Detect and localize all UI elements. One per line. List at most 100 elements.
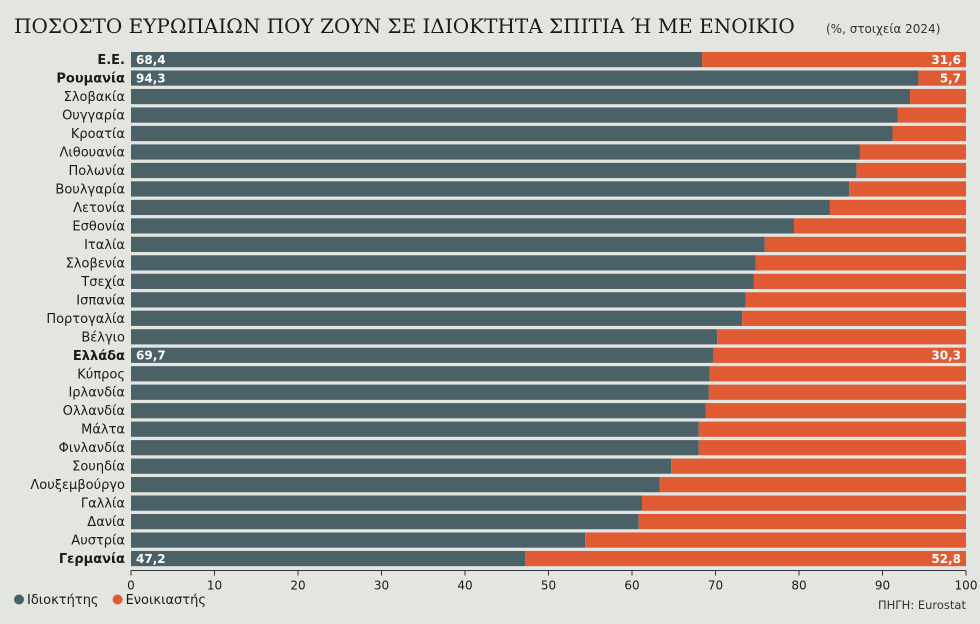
category-label-γερμανία: Γερμανία: [59, 552, 125, 567]
bar-renter-τσεχία: [753, 273, 966, 289]
bar-owner-σλοβενία: [131, 255, 756, 271]
category-label-ιρλανδία: Ιρλανδία: [68, 386, 125, 401]
category-label-σλοβακία: Σλοβακία: [64, 90, 125, 105]
category-label-γαλλία: Γαλλία: [81, 497, 125, 512]
data-label-owner-ρουμανία: 94,3: [136, 71, 166, 85]
bar-owner-γερμανία: [131, 550, 526, 567]
bar-owner-ρουμανία: [131, 70, 919, 86]
chart-subtitle: (%, στοιχεία 2024): [826, 22, 940, 36]
bar-owner-εσθονία: [131, 218, 794, 234]
category-label-λετονία: Λετονία: [73, 201, 125, 216]
category-label-ρουμανία: Ρουμανία: [56, 72, 125, 87]
bar-renter-δανία: [638, 514, 966, 530]
category-label-λιθουανία: Λιθουανία: [59, 146, 125, 161]
bar-renter-ιταλία: [764, 236, 966, 252]
bar-renter-πολωνία: [856, 162, 966, 179]
source-note: ΠΗΓΗ: Eurostat: [878, 598, 966, 612]
bars-layer: [131, 52, 966, 567]
x-tick-label: 10: [207, 578, 222, 592]
category-label-εσθονία: Εσθονία: [72, 219, 125, 234]
category-label-ιταλία: Ιταλία: [84, 238, 125, 253]
data-label-renter-γερμανία: 52,8: [931, 552, 961, 566]
x-tick-label: 20: [290, 578, 305, 592]
bar-renter-μάλτα: [698, 421, 966, 437]
x-tick-label: 50: [541, 578, 556, 592]
legend: Ιδιοκτήτης Ενοικιαστής: [14, 593, 206, 608]
chart-title: ΠΟΣΟΣΤΟ ΕΥΡΩΠΑΙΩΝ ΠΟΥ ΖΟΥΝ ΣΕ ΙΔΙΟΚΤΗΤΑ …: [14, 14, 795, 38]
bar-owner-κύπρος: [131, 366, 710, 382]
category-label-μάλτα: Μάλτα: [81, 423, 125, 438]
category-label-βουλγαρία: Βουλγαρία: [55, 182, 125, 197]
bar-owner-λετονία: [131, 199, 830, 216]
bar-renter-ισπανία: [745, 292, 966, 308]
x-tick-label: 90: [875, 578, 890, 592]
bar-renter-σουηδία: [671, 458, 966, 474]
category-label-πορτογαλία: Πορτογαλία: [46, 312, 125, 327]
bar-owner-ελλάδα: [131, 347, 713, 363]
x-tick-label: 40: [457, 578, 472, 592]
bar-owner-δανία: [131, 514, 639, 530]
category-label-σλοβενία: Σλοβενία: [66, 256, 125, 271]
bar-renter-ελλάδα: [712, 347, 966, 363]
bar-renter-αυστρία: [585, 532, 966, 548]
category-label-ουγγαρία: Ουγγαρία: [62, 109, 125, 124]
bar-renter-γαλλία: [642, 495, 966, 511]
bar-owner-λιθουανία: [131, 144, 860, 160]
x-tick-label: 30: [374, 578, 389, 592]
x-tick-label: 0: [127, 578, 135, 592]
bar-renter-ρουμανία: [918, 70, 966, 86]
bar-owner-βουλγαρία: [131, 181, 850, 197]
category-label-τσεχία: Τσεχία: [80, 275, 125, 290]
x-axis: 0 10 20 30 40 50 60 70 80 90 100: [127, 569, 978, 592]
legend-swatch-renter: [112, 594, 123, 605]
bar-owner-ισπανία: [131, 292, 746, 308]
bar-owner-ιρλανδία: [131, 384, 709, 400]
bar-renter-ε-ε: [702, 52, 966, 68]
bar-renter-εσθονία: [793, 218, 966, 234]
legend-swatch-owner: [14, 594, 24, 605]
bar-owner-βέλγιο: [131, 329, 718, 345]
data-label-renter-ελλάδα: 30,3: [931, 348, 961, 362]
bar-owner-ε-ε: [131, 52, 703, 68]
bar-renter-ουγγαρία: [897, 107, 966, 123]
bar-renter-βέλγιο: [717, 329, 966, 345]
bar-owner-μάλτα: [131, 421, 699, 437]
bar-renter-σλοβακία: [910, 88, 966, 105]
bar-owner-πολωνία: [131, 162, 857, 179]
bar-owner-σλοβακία: [131, 88, 911, 105]
category-label-σουηδία: Σουηδία: [72, 460, 125, 475]
bar-owner-φινλανδία: [131, 440, 699, 456]
legend-label-owner: Ιδιοκτήτης: [27, 593, 99, 608]
x-tick-label: 60: [624, 578, 639, 592]
bar-renter-ολλανδία: [705, 403, 966, 419]
bar-owner-τσεχία: [131, 273, 754, 289]
category-labels: Ε.Ε. Ρουμανία Σλοβακία Ουγγαρία Κροατία Λιθου…: [30, 53, 125, 567]
data-label-renter-ε-ε: 31,6: [931, 53, 961, 67]
bar-renter-λουξεμβούργο: [659, 477, 966, 493]
data-label-owner-γερμανία: 47,2: [136, 552, 166, 566]
bar-renter-λετονία: [829, 199, 966, 216]
x-tick-label: 70: [708, 578, 723, 592]
category-label-λουξεμβούργο: Λουξεμβούργο: [30, 478, 125, 493]
bar-renter-σλοβενία: [755, 255, 966, 271]
bar-owner-ολλανδία: [131, 403, 706, 419]
category-label-αυστρία: Αυστρία: [71, 534, 125, 549]
bar-owner-αυστρία: [131, 532, 586, 548]
category-label-βέλγιο: Βέλγιο: [81, 330, 125, 345]
bar-owner-πορτογαλία: [131, 310, 743, 326]
bar-owner-ουγγαρία: [131, 107, 898, 123]
category-label-φινλανδία: Φινλανδία: [59, 441, 125, 456]
bar-renter-κύπρος: [709, 366, 966, 382]
value-labels: 68,4 31,6 94,3 5,7 69,7 30,3 47,2 52,8: [136, 53, 961, 566]
x-tick-label: 80: [791, 578, 806, 592]
bar-renter-πορτογαλία: [742, 310, 966, 326]
bar-renter-φινλανδία: [698, 440, 966, 456]
bar-owner-σουηδία: [131, 458, 672, 474]
bar-renter-λιθουανία: [859, 144, 966, 160]
category-label-κροατία: Κροατία: [71, 127, 125, 142]
data-label-owner-ελλάδα: 69,7: [136, 348, 166, 362]
x-tick-label: 100: [955, 578, 978, 592]
bar-owner-γαλλία: [131, 495, 643, 511]
bar-renter-βουλγαρία: [849, 181, 966, 197]
